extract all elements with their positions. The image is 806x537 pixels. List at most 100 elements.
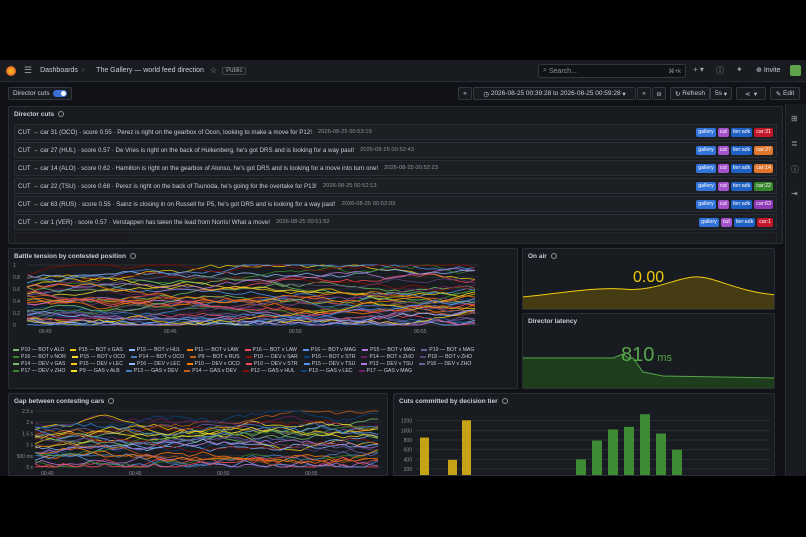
cut-text: CUT → car 22 (TSU) · score 0.68 · Perez …	[18, 183, 317, 190]
grid-icon[interactable]: ⊞	[791, 114, 798, 123]
add-button[interactable]: + ▾	[693, 65, 704, 74]
tag-tier[interactable]: tier:adk	[731, 200, 752, 209]
legend-item[interactable]: P10 — BOT v ALO	[13, 347, 64, 353]
on-air-value: 0.00	[633, 269, 664, 287]
outline-icon[interactable]: ≣	[791, 139, 798, 148]
tag-cut[interactable]: cut	[718, 146, 729, 155]
tag-tier[interactable]: tier:adk	[731, 128, 752, 137]
menu-icon[interactable]: ☰	[24, 65, 32, 76]
legend-item[interactable]: P15 — DEV v TSU	[304, 361, 356, 367]
toggle-switch[interactable]	[53, 90, 67, 97]
tag-cut[interactable]: cut	[718, 128, 729, 137]
help-icon[interactable]: ⓘ	[716, 65, 724, 76]
breadcrumb-dashboards[interactable]: Dashboards	[40, 67, 78, 74]
legend-item[interactable]: P14 — DEV v GAS	[13, 361, 65, 367]
legend-item[interactable]: P15 — DEV v LEC	[71, 361, 123, 367]
tag-car[interactable]: car:27	[754, 146, 773, 155]
y-tick-label: 2 s	[26, 420, 33, 426]
legend-item[interactable]: P14 — GAS v DEV	[184, 368, 236, 374]
cut-row[interactable]: CUT → car 63 (RUS) · score 0.55 · Sainz …	[14, 196, 777, 212]
zoom-out-button[interactable]: ⊖	[652, 87, 666, 100]
legend-item[interactable]: P17 — GAS v MAG	[359, 368, 413, 374]
tag-tier[interactable]: tier:adk	[731, 146, 752, 155]
invite-button[interactable]: ⊕ Invite	[756, 66, 781, 74]
tag-car[interactable]: car:1	[757, 218, 773, 227]
legend-item[interactable]: P13 — GAS v DEV	[126, 368, 178, 374]
y-tick-label: 800	[404, 438, 413, 444]
legend-item[interactable]: P18 — BOT v ZHO	[420, 354, 472, 360]
legend-item[interactable]: P15 — BOT v MAG	[362, 347, 415, 353]
info-icon[interactable]	[502, 398, 508, 404]
edit-button[interactable]: ✎ Edit	[770, 87, 800, 100]
collapse-icon[interactable]: ⇥	[791, 189, 798, 198]
legend-item[interactable]: P9 — BOT v RUS	[190, 354, 239, 360]
refresh-interval-select[interactable]: 5s ▾	[710, 87, 732, 100]
legend-item[interactable]: P14 — BOT v OCO	[131, 354, 184, 360]
legend-item[interactable]: P19 — BOT v MAG	[421, 347, 474, 353]
legend-item[interactable]: P10 — DEV v OCO	[187, 361, 240, 367]
cut-row[interactable]: CUT → car 27 (HUL) · score 0.57 · De Vri…	[14, 142, 777, 158]
grafana-logo-icon[interactable]	[6, 66, 16, 76]
tag-gallery[interactable]: gallery	[696, 164, 716, 173]
legend-item[interactable]: P14 — BOT v ZHO	[361, 354, 413, 360]
breadcrumb-dashboard[interactable]: The Gallery — world feed direction	[96, 67, 204, 74]
battle-tension-chart[interactable]: 1 0.8 0.6 0.4 0.2 0 00:40 00:45 00:50 00:55	[9, 263, 518, 358]
legend-item[interactable]: P16 — BOT v STR	[304, 354, 356, 360]
gap-chart[interactable]: 2.5 s 2 s 1.5 s 1 s 500 ms 0 s 00:40 00:45 00:50…	[9, 407, 388, 476]
tag-tier[interactable]: tier:adk	[731, 182, 752, 191]
legend-item[interactable]: P13 — DEV v TSU	[361, 361, 413, 367]
time-back-button[interactable]: «	[458, 87, 472, 100]
legend-item[interactable]: P10 — DEV v SAR	[246, 354, 298, 360]
director-cuts-toggle[interactable]: Director cuts	[8, 87, 72, 100]
legend-item[interactable]: P10 — DEV v STR	[246, 361, 298, 367]
legend-item[interactable]: P16 — DEV v LEC	[129, 361, 181, 367]
tag-gallery[interactable]: gallery	[699, 218, 719, 227]
legend-item[interactable]: P16 — BOT v LAW	[245, 347, 297, 353]
refresh-button[interactable]: ↻ Refresh	[670, 87, 710, 100]
legend-item[interactable]: P13 — GAS v LEC	[301, 368, 353, 374]
cut-row-partial[interactable]	[14, 232, 777, 244]
legend-item[interactable]: P16 — BOT v NOR	[13, 354, 66, 360]
info-icon[interactable]	[130, 253, 136, 259]
legend-item[interactable]: P9 — GAS v ALB	[71, 368, 119, 374]
tag-cut[interactable]: cut	[718, 182, 729, 191]
tag-car[interactable]: car:14	[754, 164, 773, 173]
legend-item[interactable]: P15 — BOT v GAS	[70, 347, 122, 353]
legend-item[interactable]: P12 — GAS v HUL	[243, 368, 295, 374]
tag-cut[interactable]: cut	[718, 200, 729, 209]
cut-text: CUT → car 1 (VER) · score 0.57 · Verstap…	[18, 219, 270, 226]
tag-cut[interactable]: cut	[718, 164, 729, 173]
search-input[interactable]: ⌕ Search... ⌘+k	[538, 64, 686, 78]
legend-item[interactable]: P15 — BOT v HUL	[129, 347, 181, 353]
tag-gallery[interactable]: gallery	[696, 128, 716, 137]
time-range-picker[interactable]: ◷ 2026-08-25 00:39:28 to 2026-08-25 00:5…	[473, 87, 636, 100]
star-icon[interactable]: ☆	[210, 66, 217, 75]
cut-row[interactable]: CUT → car 1 (VER) · score 0.57 · Verstap…	[14, 214, 777, 230]
legend-item[interactable]: P16 — BOT v MAG	[303, 347, 356, 353]
x-tick-label: 00:45	[164, 329, 177, 335]
avatar[interactable]	[790, 65, 801, 76]
time-forward-button[interactable]: »	[637, 87, 651, 100]
cut-row[interactable]: CUT → car 22 (TSU) · score 0.68 · Perez …	[14, 178, 777, 194]
tag-tier[interactable]: tier:adk	[731, 164, 752, 173]
tag-car[interactable]: car:63	[754, 200, 773, 209]
share-button[interactable]: ⋖ ▾	[736, 87, 766, 100]
cut-row[interactable]: CUT → car 31 (OCO) · score 0.55 · Perez …	[14, 124, 777, 140]
tag-car[interactable]: car:22	[754, 182, 773, 191]
legend-item[interactable]: P15 — BOT v OCO	[72, 354, 125, 360]
info-icon[interactable]: ⓘ	[791, 164, 799, 175]
legend-item[interactable]: P11 — BOT v LAW	[187, 347, 239, 353]
legend-item[interactable]: P17 — DEV v ZHO	[13, 368, 65, 374]
tag-car[interactable]: car:31	[754, 128, 773, 137]
tag-gallery[interactable]: gallery	[696, 182, 716, 191]
info-icon[interactable]	[58, 111, 64, 117]
legend-item[interactable]: P16 — DEV v ZHO	[419, 361, 471, 367]
info-icon[interactable]	[108, 398, 114, 404]
decision-tier-chart[interactable]: 1200 1000 800 600 400 200	[394, 407, 775, 476]
news-icon[interactable]: ✦	[736, 65, 743, 74]
tag-gallery[interactable]: gallery	[696, 146, 716, 155]
tag-tier[interactable]: tier:adk	[734, 218, 755, 227]
tag-gallery[interactable]: gallery	[696, 200, 716, 209]
tag-cut[interactable]: cut	[721, 218, 732, 227]
cut-row[interactable]: CUT → car 14 (ALO) · score 0.62 · Hamilt…	[14, 160, 777, 176]
